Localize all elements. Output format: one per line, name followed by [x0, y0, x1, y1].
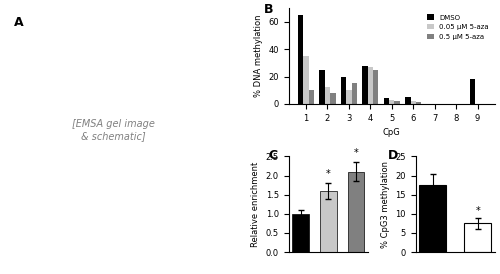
Text: D: D [388, 149, 398, 162]
Bar [368, 67, 373, 104]
Bar [304, 56, 308, 104]
X-axis label: CpG: CpG [383, 128, 400, 137]
Bar [419, 185, 446, 252]
Y-axis label: Relative enrichment: Relative enrichment [251, 162, 260, 247]
Bar [292, 214, 309, 252]
Text: *: * [354, 148, 358, 158]
Y-axis label: % CpG3 methylation: % CpG3 methylation [381, 161, 390, 248]
Bar [298, 15, 304, 104]
Bar [464, 223, 491, 252]
Bar [320, 70, 325, 104]
Y-axis label: % DNA methylation: % DNA methylation [254, 15, 262, 97]
Bar [394, 101, 400, 104]
Bar [308, 90, 314, 104]
Bar [320, 191, 336, 252]
Bar [362, 65, 368, 104]
Text: [EMSA gel image
& schematic]: [EMSA gel image & schematic] [72, 119, 154, 141]
Bar [384, 98, 389, 104]
Text: A: A [14, 16, 24, 28]
Bar [389, 100, 394, 104]
Legend: DMSO, 0.05 μM 5-aza, 0.5 μM 5-aza: DMSO, 0.05 μM 5-aza, 0.5 μM 5-aza [424, 12, 492, 42]
Bar [325, 87, 330, 104]
Bar [405, 97, 410, 104]
Text: *: * [326, 169, 330, 179]
Bar [470, 79, 475, 104]
Bar [341, 76, 346, 104]
Bar [410, 101, 416, 104]
Text: *: * [476, 206, 480, 216]
Bar [348, 172, 364, 252]
Bar [346, 90, 352, 104]
Text: C: C [269, 149, 278, 162]
Bar [352, 83, 357, 104]
Bar [330, 93, 336, 104]
Bar [416, 102, 422, 104]
Text: B: B [264, 4, 274, 16]
Bar [373, 70, 378, 104]
